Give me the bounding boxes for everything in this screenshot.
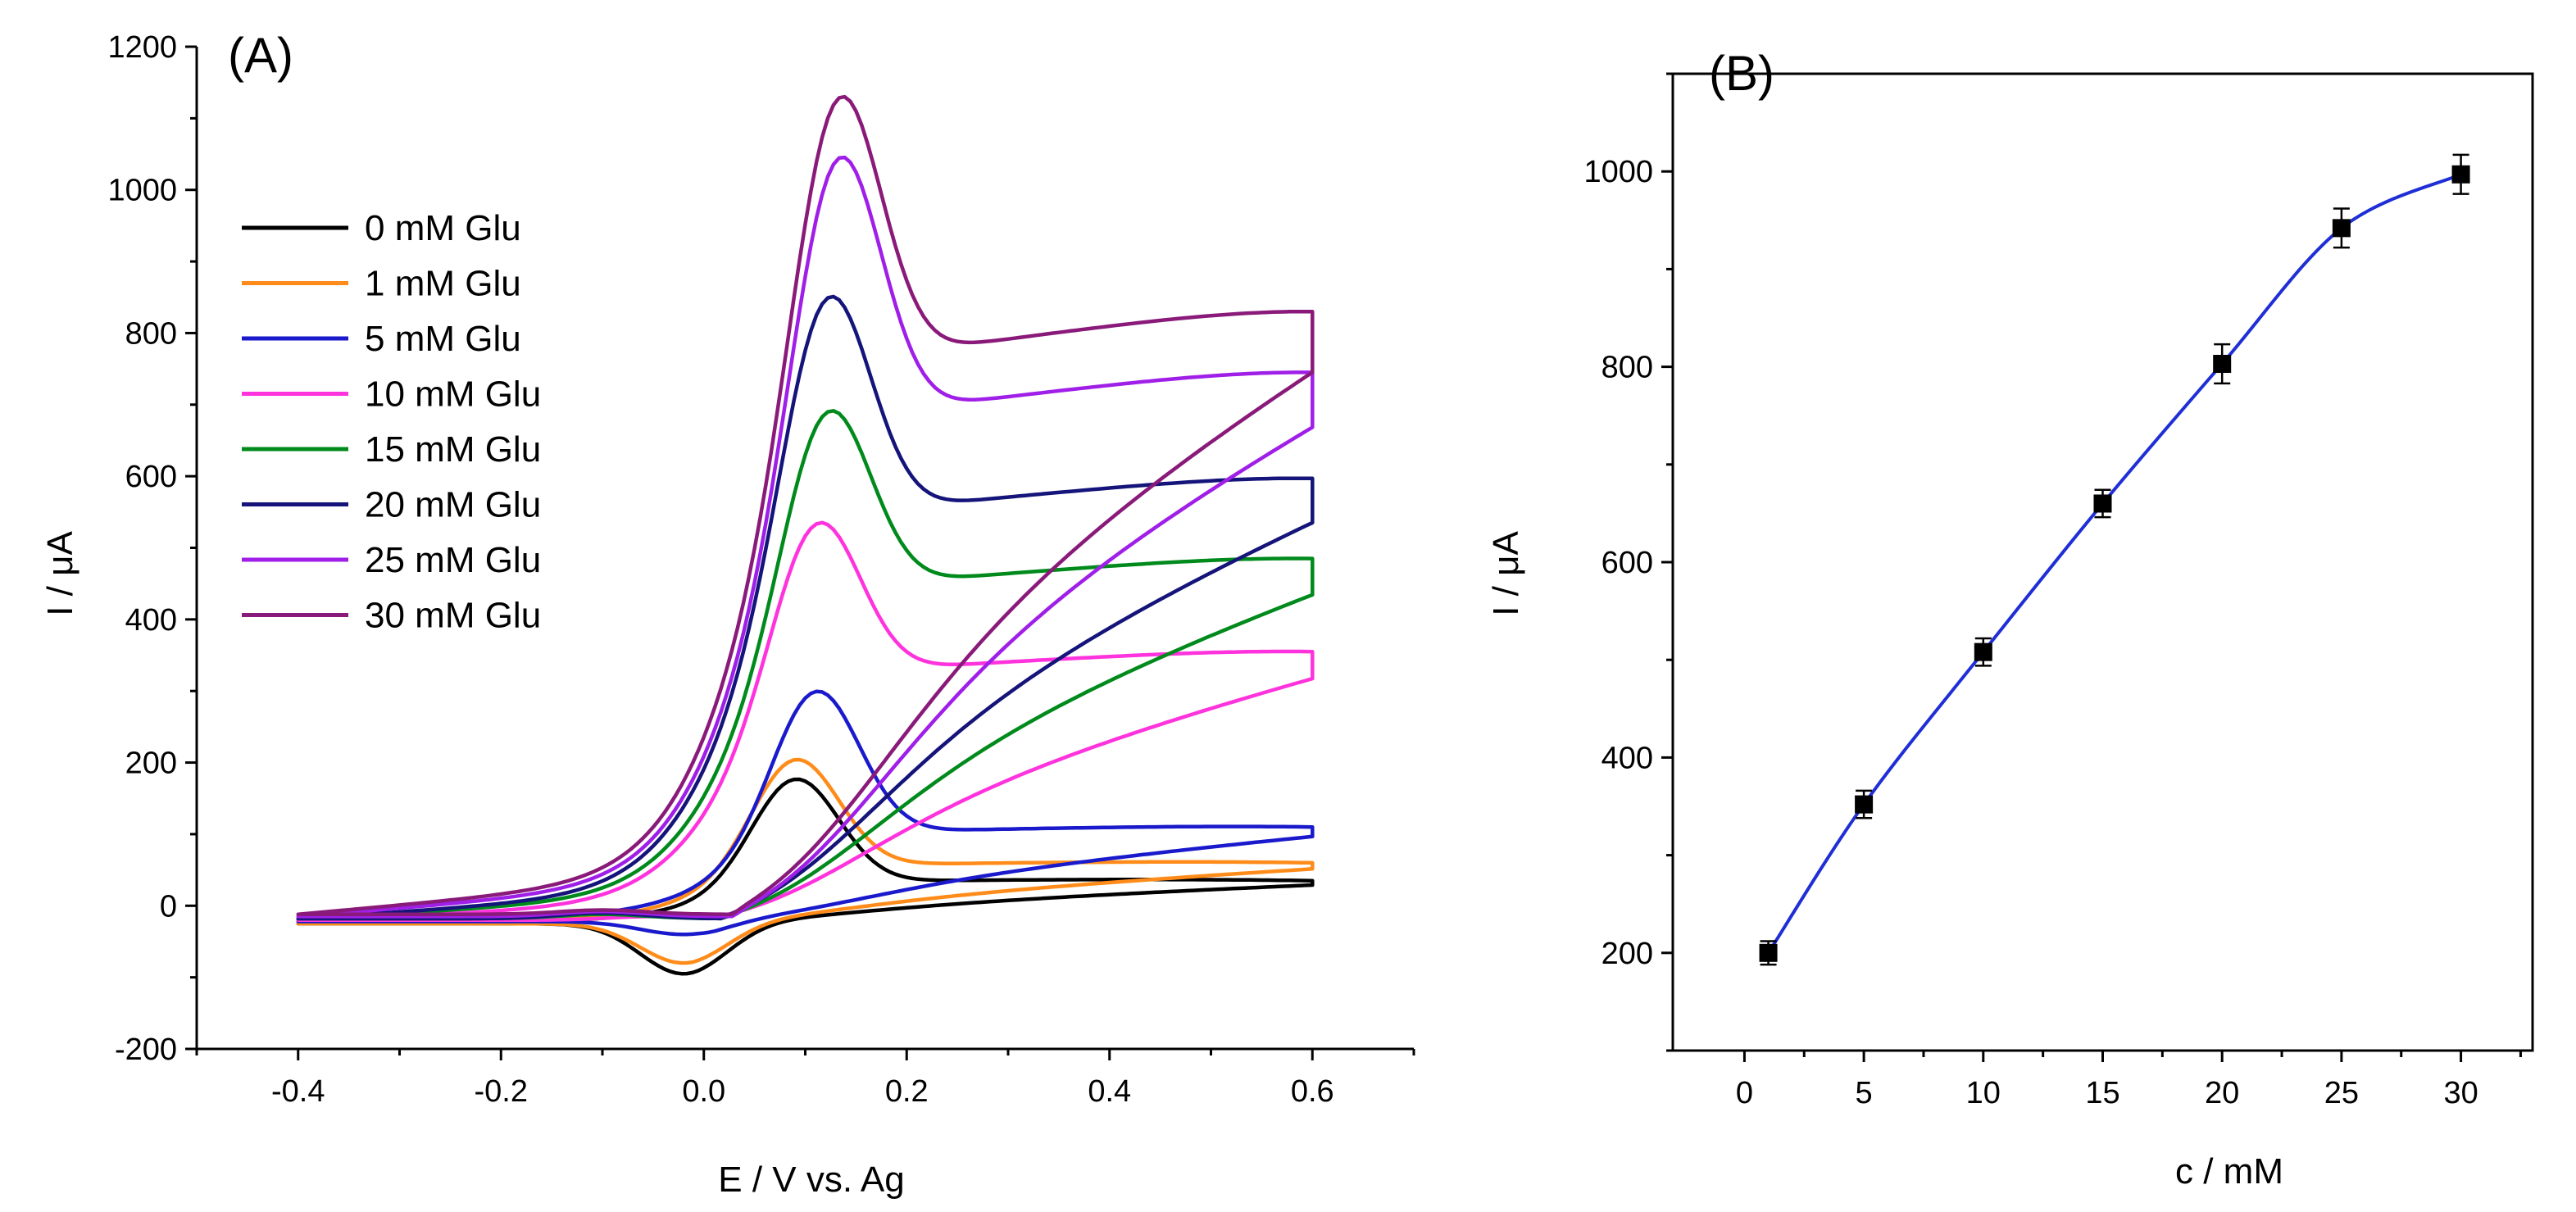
panel-b-x-tick-label: 10	[1966, 1076, 2001, 1110]
legend-label-1-mm-glu: 1 mM Glu	[365, 264, 521, 304]
panel-a-y-tick-label: 600	[125, 460, 177, 494]
cv-curve-30-mm-glu	[296, 94, 1315, 917]
data-point-5-mm	[1855, 795, 1874, 814]
panel-b-y-tick-label: 400	[1601, 741, 1653, 775]
panel-a-x-tick-label: 0.4	[1088, 1074, 1131, 1109]
data-point-15-mm	[2093, 494, 2112, 513]
data-point-25-mm	[2332, 219, 2351, 238]
legend-label-10-mm-glu: 10 mM Glu	[365, 374, 541, 415]
data-point-20-mm	[2213, 355, 2232, 374]
panel-a-y-tick-label: 1000	[107, 174, 177, 208]
panel-a-y-axis-title: I / μA	[40, 531, 80, 616]
legend-label-5-mm-glu: 5 mM Glu	[365, 319, 521, 359]
panel-a-axes: -200 0 200 400 600 800 1000 1200 -0.4 -0.2 0.0 0.2 0…	[107, 30, 1415, 1109]
panel-a-label: (A)	[228, 28, 293, 83]
panel-b-plot	[1759, 153, 2470, 966]
panel-a-y-tick-label: 800	[125, 316, 177, 351]
legend-label-15-mm-glu: 15 mM Glu	[365, 429, 541, 470]
data-point-30-mm	[2451, 165, 2470, 184]
panel-b-x-tick-label: 15	[2085, 1076, 2119, 1110]
panel-a-x-tick-label: 0.2	[885, 1074, 929, 1109]
panel-b-y-tick-label: 200	[1601, 937, 1653, 971]
legend-label-25-mm-glu: 25 mM Glu	[365, 540, 541, 580]
panel-a-y-tick-label: 400	[125, 603, 177, 638]
panel-b-axes: 200 400 600 800 1000 0 5 10 15 20 25 30	[1583, 72, 2534, 1110]
panel-a-x-tick-label: 0.6	[1291, 1074, 1334, 1109]
panel-b-x-axis-title: c / mM	[2175, 1151, 2283, 1192]
panel-a: (A) -200 0 200 400 600 800 1000 1200 -0.4 -0.2 0.0…	[40, 28, 1415, 1200]
legend-label-30-mm-glu: 30 mM Glu	[365, 596, 541, 636]
panel-a-y-tick-label: 1200	[107, 30, 177, 65]
panel-a-y-tick-label: 0	[160, 889, 177, 924]
cv-curve-5-mm-glu	[296, 689, 1315, 937]
panel-b-x-tick-label: 20	[2205, 1076, 2239, 1110]
panel-b-x-tick-label: 5	[1856, 1076, 1873, 1110]
panel-a-y-tick-label: -200	[115, 1033, 177, 1067]
panel-b-x-tick-label: 25	[2324, 1076, 2359, 1110]
data-point-1-mm	[1759, 943, 1778, 962]
panel-b-y-tick-label: 800	[1601, 351, 1653, 385]
panel-b-x-tick-label: 0	[1736, 1076, 1753, 1110]
panel-a-legend: 0 mM Glu 1 mM Glu 5 mM Glu 10 mM Glu 15 mM G…	[242, 208, 541, 636]
panel-b-y-tick-label: 600	[1601, 546, 1653, 580]
data-point-10-mm	[1974, 642, 1992, 661]
panel-b-y-tick-label: 1000	[1583, 155, 1653, 189]
legend-label-0-mm-glu: 0 mM Glu	[365, 208, 521, 248]
panel-a-x-tick-label: -0.4	[271, 1074, 325, 1109]
panel-b-frame	[1671, 72, 2534, 1052]
legend-label-20-mm-glu: 20 mM Glu	[365, 485, 541, 525]
panel-a-x-tick-label: 0.0	[682, 1074, 725, 1109]
panel-b-y-axis-title: I / μA	[1486, 531, 1526, 616]
panel-a-x-tick-label: -0.2	[475, 1074, 528, 1109]
panel-a-curves	[296, 94, 1315, 976]
calibration-fit-line	[1766, 172, 2462, 954]
cv-curve-1-mm-glu	[296, 757, 1315, 965]
panel-b-x-tick-label: 30	[2443, 1076, 2478, 1110]
panel-a-x-axis-title: E / V vs. Ag	[718, 1160, 904, 1200]
panel-a-y-tick-label: 200	[125, 747, 177, 781]
